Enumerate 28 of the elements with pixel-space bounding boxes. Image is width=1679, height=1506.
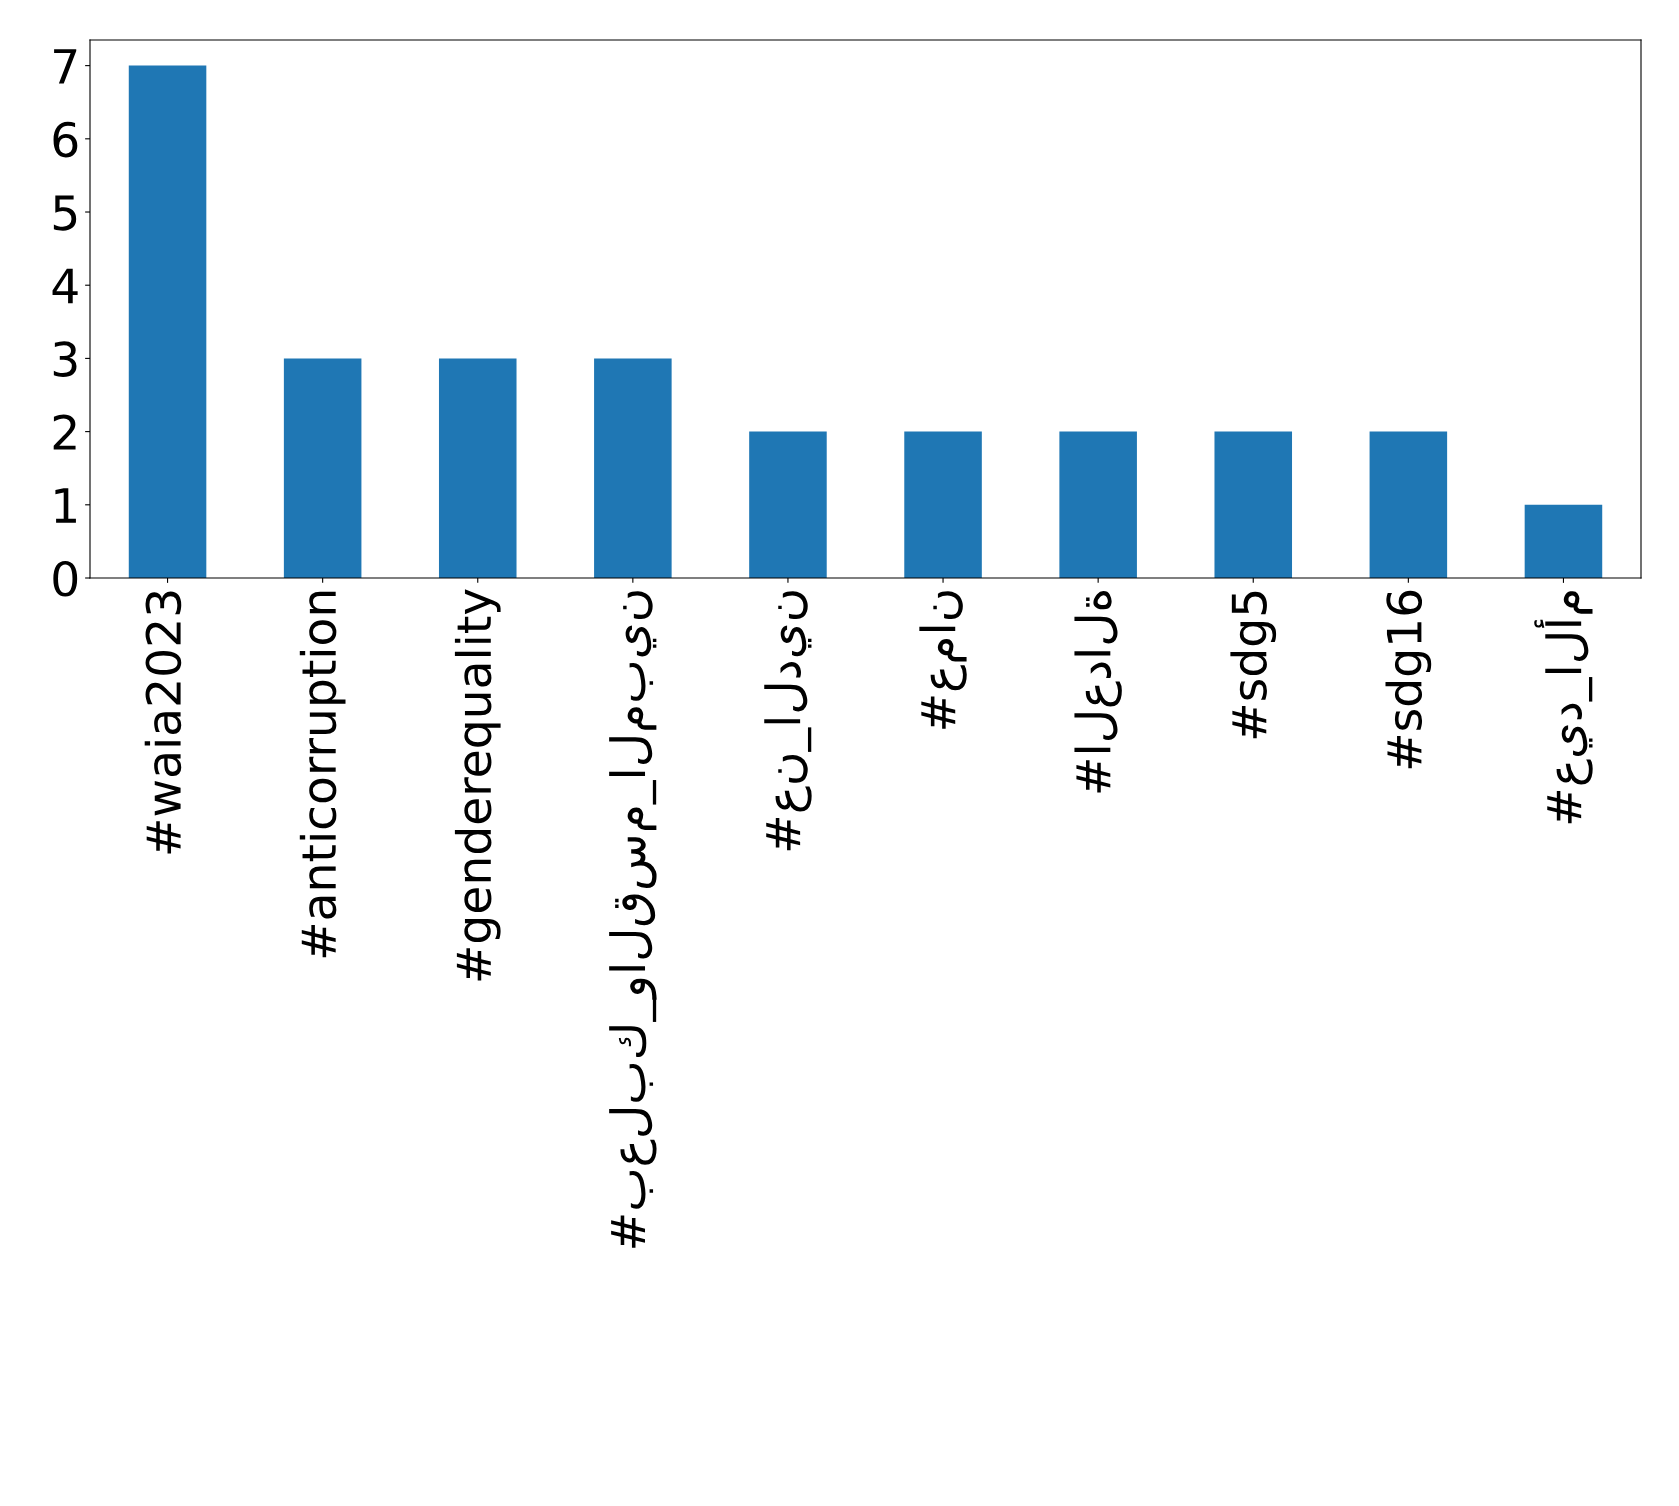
y-tick-label: 7: [54, 49, 77, 84]
y-tick-label: 1: [55, 488, 76, 523]
x-tick-label: #genderequality: [454, 589, 501, 981]
y-tick-label: 0: [53, 560, 78, 597]
bar: [128, 65, 207, 578]
bar: [1369, 431, 1448, 578]
x-tick-label: #sdg5: [1230, 591, 1277, 739]
x-tick-label: #anticorruption: [299, 591, 346, 958]
bar: [1214, 431, 1293, 578]
bar: [749, 431, 827, 578]
x-tick-label: #waia2023: [144, 591, 182, 854]
x-tick-label: #عيد_الأم: [1534, 591, 1593, 824]
bar: [904, 431, 982, 578]
y-tick-label: 3: [53, 341, 77, 378]
y-tick-label: 6: [53, 121, 78, 158]
y-tick-label: 4: [52, 268, 78, 304]
x-tick-label: #sdg16: [1385, 590, 1432, 769]
y-tick-label: 5: [53, 195, 77, 231]
bar: [1524, 504, 1603, 578]
x-tick-label: #عن_الدين: [764, 591, 812, 851]
bar: [1059, 431, 1137, 578]
bar: [283, 358, 362, 578]
x-tick-label: #العدالة: [1074, 591, 1122, 793]
y-tick-label: 2: [53, 414, 76, 450]
bar: [438, 358, 517, 578]
x-tick-label: #بعلبك_والقسم_المبين: [609, 591, 657, 1248]
x-tick-label: #عمان: [919, 591, 967, 729]
bar: [594, 358, 672, 578]
